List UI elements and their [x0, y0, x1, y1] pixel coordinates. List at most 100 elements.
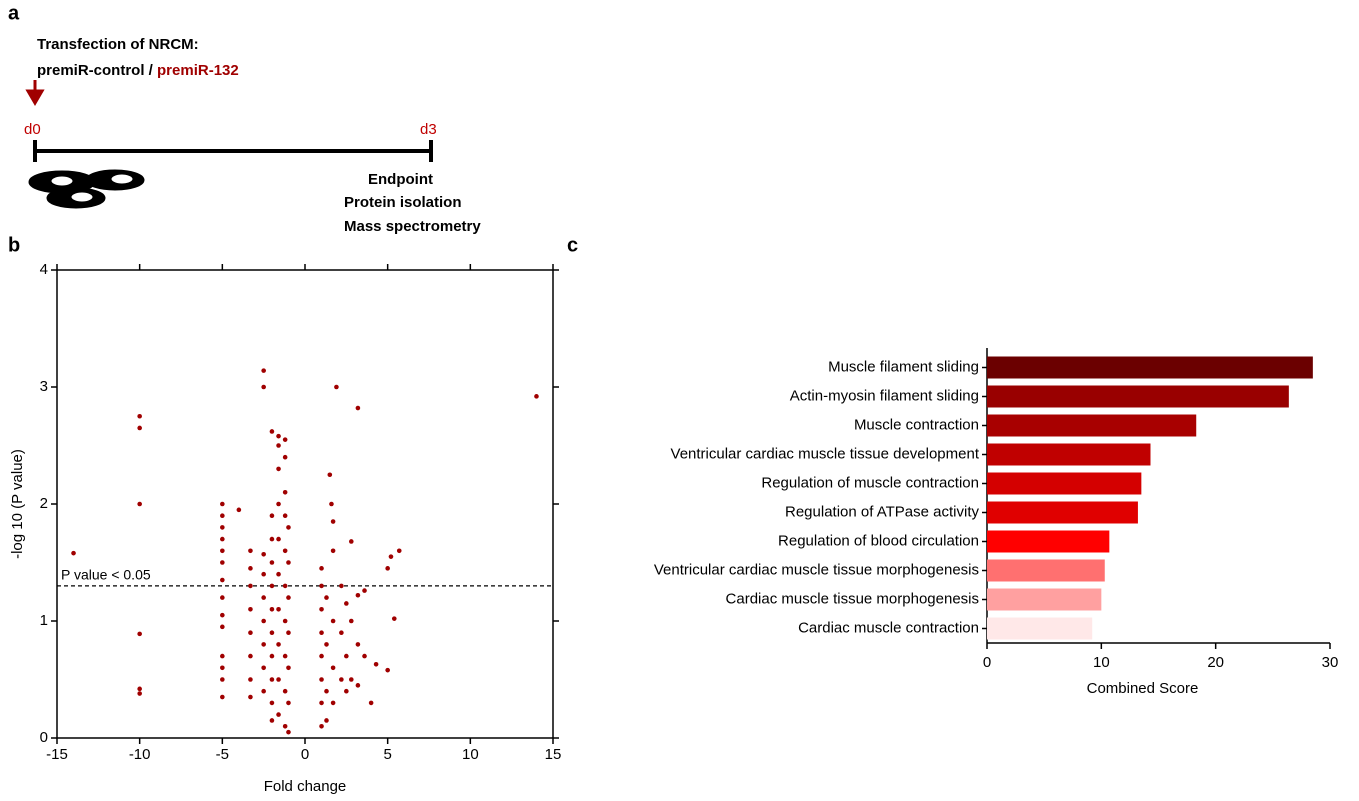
- point: [389, 554, 394, 559]
- point: [286, 595, 291, 600]
- point: [534, 394, 539, 399]
- bar: [987, 502, 1138, 524]
- point: [261, 385, 266, 390]
- step: Protein isolation: [344, 194, 462, 211]
- point: [331, 666, 336, 671]
- step: Mass spectrometry: [344, 218, 481, 235]
- point: [220, 560, 225, 565]
- point: [356, 593, 361, 598]
- point: [331, 701, 336, 706]
- bar: [987, 560, 1105, 582]
- y-tick-label: 4: [40, 261, 48, 278]
- point: [270, 701, 275, 706]
- y-tick-label: Ventricular cardiac muscle tissue develo…: [671, 445, 980, 462]
- point: [324, 689, 329, 694]
- point: [283, 437, 288, 442]
- point: [220, 625, 225, 630]
- point: [286, 630, 291, 635]
- timeline: [35, 140, 431, 162]
- day-start: d0: [24, 121, 41, 138]
- y-tick-label: Regulation of muscle contraction: [761, 474, 979, 491]
- point: [331, 519, 336, 524]
- point: [71, 551, 76, 556]
- point: [374, 662, 379, 667]
- y-tick-label: Actin-myosin filament sliding: [790, 387, 979, 404]
- point: [283, 619, 288, 624]
- point: [283, 689, 288, 694]
- y-tick-label: 3: [40, 378, 48, 395]
- point: [261, 368, 266, 373]
- treatment-text: premiR-132: [157, 62, 239, 79]
- y-tick-label: 2: [40, 495, 48, 512]
- y-tick-label: 0: [40, 729, 48, 746]
- point: [286, 666, 291, 671]
- point: [270, 677, 275, 682]
- bar: [987, 589, 1101, 611]
- bar: [987, 473, 1141, 495]
- point: [319, 654, 324, 659]
- point: [283, 584, 288, 589]
- point: [392, 616, 397, 621]
- y-axis-label: -log 10 (P value): [9, 449, 26, 559]
- point: [261, 642, 266, 647]
- point: [276, 572, 281, 577]
- point: [331, 549, 336, 554]
- point: [283, 490, 288, 495]
- point: [344, 601, 349, 606]
- point: [397, 549, 402, 554]
- point: [270, 560, 275, 565]
- bar: [987, 415, 1196, 437]
- x-tick-label: 0: [983, 654, 991, 671]
- point: [276, 607, 281, 612]
- plot-frame: [57, 270, 553, 738]
- point: [220, 537, 225, 542]
- panel-label: b: [8, 234, 20, 256]
- x-tick-label: 0: [301, 746, 309, 763]
- point: [283, 654, 288, 659]
- point: [276, 443, 281, 448]
- point: [349, 677, 354, 682]
- threshold-label: P value < 0.05: [61, 567, 151, 583]
- point: [261, 689, 266, 694]
- point: [220, 525, 225, 530]
- point: [137, 502, 142, 507]
- point: [334, 385, 339, 390]
- panel-label: a: [8, 2, 20, 24]
- point: [286, 730, 291, 735]
- point: [324, 642, 329, 647]
- point: [270, 513, 275, 518]
- bar: [987, 357, 1313, 379]
- point: [276, 712, 281, 717]
- cells: [30, 171, 143, 207]
- point: [356, 642, 361, 647]
- point: [220, 595, 225, 600]
- point: [261, 595, 266, 600]
- point: [276, 642, 281, 647]
- point: [220, 513, 225, 518]
- point: [328, 472, 333, 477]
- x-tick-label: -15: [46, 746, 68, 763]
- x-tick-label: -10: [129, 746, 151, 763]
- point: [270, 429, 275, 434]
- point: [137, 426, 142, 431]
- point: [137, 687, 142, 692]
- panel-label: c: [567, 234, 578, 256]
- point: [261, 666, 266, 671]
- point: [137, 632, 142, 637]
- point: [261, 552, 266, 557]
- point: [270, 630, 275, 635]
- point: [137, 691, 142, 696]
- point: [220, 502, 225, 507]
- point: [283, 455, 288, 460]
- x-tick-label: -5: [216, 746, 229, 763]
- point: [248, 607, 253, 612]
- point: [286, 701, 291, 706]
- day-end: d3: [420, 121, 437, 138]
- x-tick-label: 10: [1093, 654, 1110, 671]
- point: [220, 613, 225, 618]
- point: [248, 630, 253, 635]
- point: [283, 724, 288, 729]
- x-axis-label: Combined Score: [1087, 680, 1199, 697]
- point: [137, 414, 142, 419]
- point: [331, 619, 336, 624]
